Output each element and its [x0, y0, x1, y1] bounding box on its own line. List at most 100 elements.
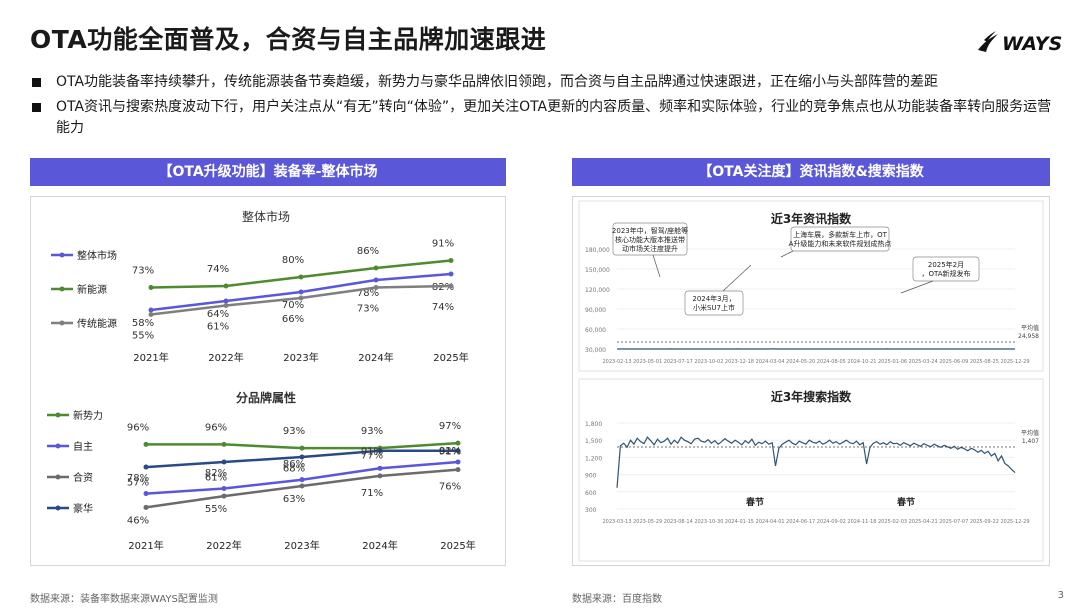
search-index-series-line [616, 436, 1016, 488]
data-label: 82% [205, 468, 227, 479]
y-tick-label: 1,800 [585, 421, 602, 428]
y-tick-label: 60,000 [585, 327, 606, 334]
annotation-text: 小米SU7上市 [693, 303, 735, 312]
y-tick-label: 600 [585, 490, 597, 497]
data-point [143, 504, 149, 510]
annotation-text: 动市场关注度提升 [622, 244, 678, 253]
annotation-text: 春节 [896, 496, 915, 508]
average-value: 24,958 [1018, 333, 1039, 340]
data-label: 96% [127, 422, 149, 433]
data-point [455, 467, 461, 473]
data-label: 64% [207, 309, 229, 320]
legend-label: 整体市场 [77, 249, 117, 262]
data-label: 46% [127, 515, 149, 526]
chart-title: 分品牌属性 [236, 390, 296, 405]
data-point [148, 307, 154, 313]
bullet-text: OTA资讯与搜索热度波动下行，用户关注点从“有无”转向“体验”，更加关注OTA更… [56, 99, 1052, 136]
x-tick-label: 2025-04-21 [909, 519, 938, 525]
data-label: 55% [205, 504, 227, 515]
data-label: 61% [207, 322, 229, 333]
x-tick-label: 2023-05-29 [633, 519, 662, 525]
data-point [377, 465, 383, 471]
data-point [299, 454, 305, 460]
data-point [377, 473, 383, 479]
data-point [148, 285, 154, 290]
x-tick-label: 2021年 [128, 539, 163, 552]
x-tick-label: 2025-12-29 [1000, 519, 1029, 525]
y-tick-label: 90,000 [585, 307, 606, 314]
data-point [221, 459, 227, 465]
data-label: 63% [283, 494, 305, 505]
x-tick-label: 2024年 [362, 539, 397, 552]
chart-title: 近3年搜索指数 [771, 389, 852, 404]
x-tick-label: 2023-02-13 [602, 359, 631, 365]
chart-title: 整体市场 [242, 209, 290, 224]
summary-bullets: OTA功能装备率持续攀升，传统能源装备节奏趋缓，新势力与豪华品牌依旧领跑，而合资… [30, 72, 1060, 143]
data-label: 74% [207, 264, 229, 275]
x-tick-label: 2024-08-05 [817, 359, 846, 365]
annotation-leader [722, 264, 752, 292]
x-tick-label: 2025-08-25 [970, 359, 999, 365]
right-chart-panel: 近3年资讯指数 180,000 150,000 120,000 90,000 60,000… [572, 196, 1050, 566]
x-tick-label: 2024-03-04 [756, 359, 785, 365]
data-point [143, 441, 149, 447]
x-tick-label: 2023年 [283, 351, 318, 364]
x-tick-label: 2022年 [208, 351, 243, 364]
data-label: 97% [439, 421, 461, 432]
annotation-text: 春节 [745, 496, 764, 508]
data-point [221, 441, 227, 447]
x-tick-label: 2023-10-30 [694, 519, 723, 525]
data-point [223, 283, 229, 289]
data-label: 93% [361, 426, 383, 437]
x-tick-label: 2025-06-09 [939, 359, 968, 365]
x-tick-label: 2025-09-22 [970, 519, 999, 525]
annotation-text: 上海车展，多款新车上市，OT [793, 230, 888, 239]
legend-label: 合资 [73, 471, 93, 484]
x-tick-label: 2023-12-18 [725, 359, 754, 365]
source-note-left: 数据来源：装备率数据来源WAYS配置监测 [30, 594, 218, 605]
y-tick-label: 120,000 [585, 287, 610, 294]
x-tick-label: 2025年 [433, 351, 468, 364]
data-point [143, 464, 149, 470]
x-tick-label: 2025-03-24 [909, 359, 938, 365]
x-tick-label: 2023-05-01 [633, 359, 662, 365]
data-label: 93% [283, 426, 305, 437]
data-label: 82% [432, 282, 454, 293]
data-label: 91% [439, 447, 461, 458]
data-label: 78% [357, 288, 379, 299]
y-tick-label: 300 [585, 507, 597, 514]
x-tick-label: 2025-12-29 [1000, 359, 1029, 365]
left-chart-panel: 整体市场 2021年 2022年 2023年 2024年 2025年 58% 64% 70% 78… [30, 196, 506, 566]
x-tick-label: 2025-02-03 [878, 519, 907, 525]
x-tick-label: 2022年 [206, 539, 241, 552]
x-tick-label: 2023-03-13 [602, 519, 631, 525]
data-label: 73% [357, 304, 379, 315]
data-point [373, 277, 379, 283]
data-label: 74% [432, 302, 454, 313]
right-panel-header: 【OTA关注度】资讯指数&搜索指数 [572, 158, 1050, 186]
x-tick-label: 2023年 [284, 539, 319, 552]
y-tick-label: 150,000 [585, 267, 610, 274]
y-tick-label: 180,000 [585, 247, 610, 254]
data-label: 71% [361, 488, 383, 499]
legend-label: 自主 [73, 440, 93, 453]
left-panel-header: 【OTA升级功能】装备率-整体市场 [30, 158, 506, 186]
data-label: 73% [132, 266, 154, 277]
data-label: 68% [283, 464, 305, 475]
x-tick-label: 2024-01-15 [725, 519, 754, 525]
data-point [448, 283, 454, 289]
annotation-text: 2023年中，智驾/座舱等 [612, 226, 688, 235]
data-label: 57% [127, 478, 149, 489]
attention-charts: 近3年资讯指数 180,000 150,000 120,000 90,000 60,000… [578, 200, 1044, 562]
data-point [223, 303, 229, 308]
data-label: 58% [132, 318, 154, 329]
data-label: 86% [283, 459, 305, 470]
page-number: 3 [1057, 590, 1064, 601]
x-tick-label: 2024-04-01 [756, 519, 785, 525]
data-label: 70% [282, 300, 304, 311]
y-tick-label: 30,000 [585, 347, 606, 354]
x-tick-label: 2025年 [440, 539, 475, 552]
data-point [299, 477, 305, 483]
annotation-box [790, 226, 890, 252]
data-point [221, 493, 227, 499]
